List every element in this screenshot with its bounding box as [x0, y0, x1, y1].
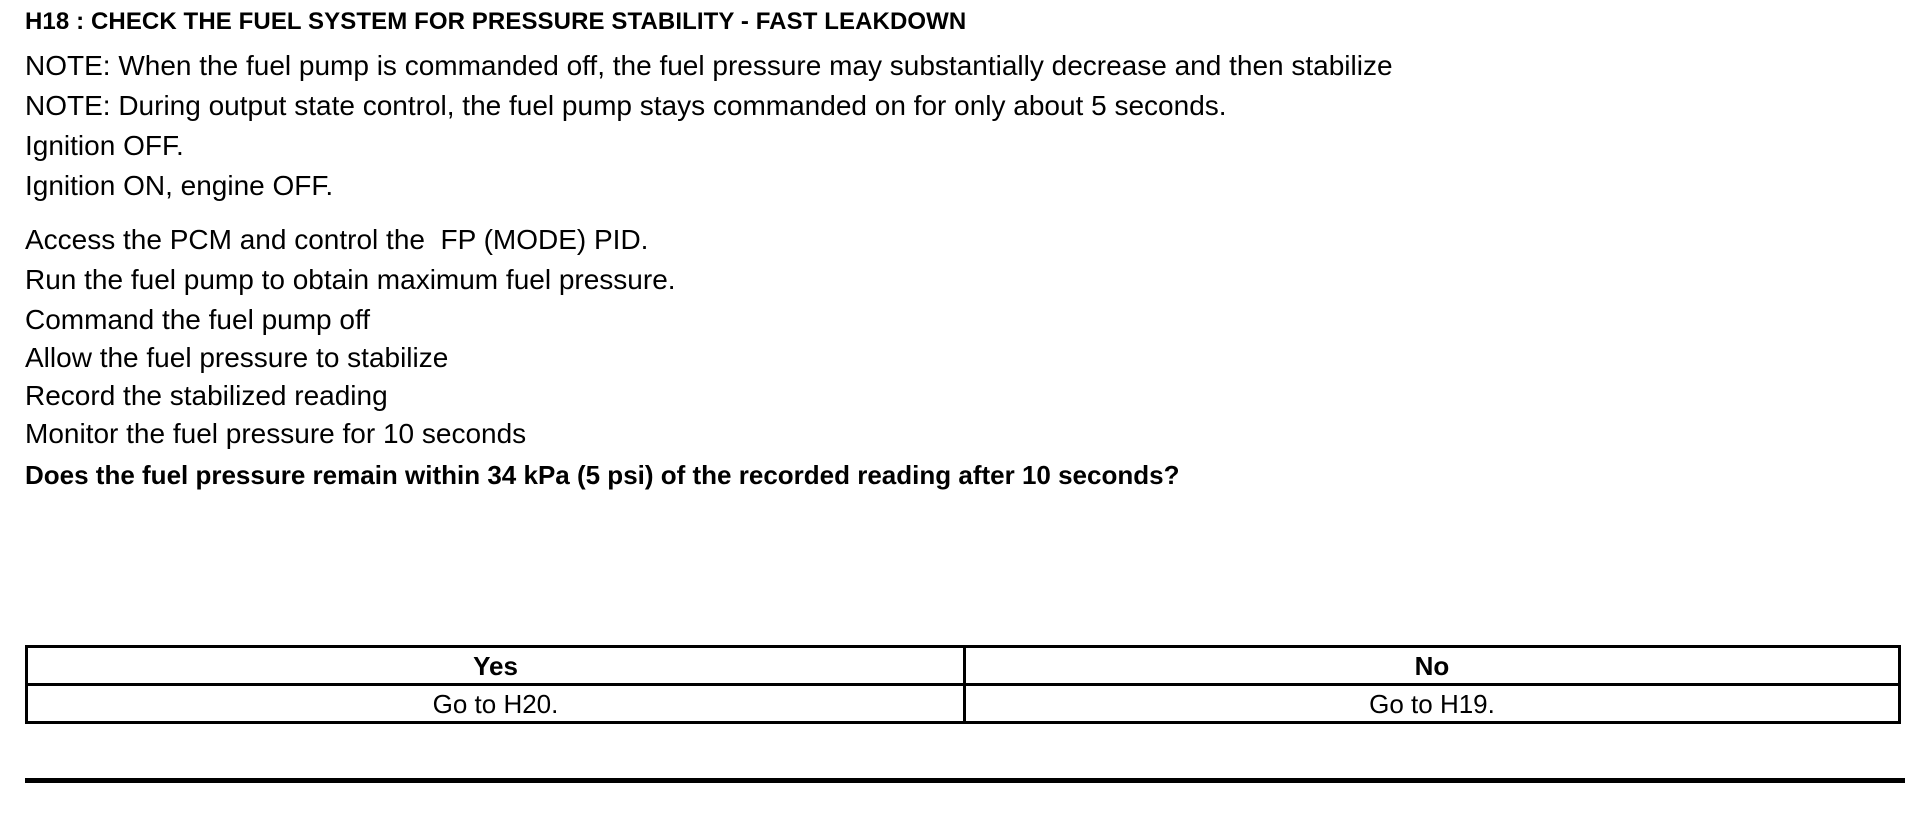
section-divider-rule — [25, 778, 1905, 783]
instruction-line-ignition-on: Ignition ON, engine OFF. — [25, 170, 334, 201]
instruction-line-note-1: NOTE: When the fuel pump is commanded of… — [25, 50, 1393, 81]
instruction-line-access-pcm: Access the PCM and control the FP (MODE)… — [25, 224, 649, 255]
decision-action-yes: Go to H20. — [25, 683, 966, 724]
instruction-line-command-pump-off: Command the fuel pump off — [25, 304, 371, 335]
instruction-line-note-2: NOTE: During output state control, the f… — [25, 90, 1227, 121]
instruction-line-ignition-off: Ignition OFF. — [25, 130, 184, 161]
instruction-line-record-reading: Record the stabilized reading — [25, 380, 388, 411]
instruction-line-allow-stabilize: Allow the fuel pressure to stabilize — [25, 342, 449, 373]
table-row: Yes No — [25, 645, 1901, 686]
decision-action-no: Go to H19. — [963, 683, 1901, 724]
decision-question: Does the fuel pressure remain within 34 … — [25, 460, 1180, 490]
decision-header-no: No — [963, 645, 1901, 686]
instruction-line-monitor-pressure: Monitor the fuel pressure for 10 seconds — [25, 418, 527, 449]
instruction-line-run-pump: Run the fuel pump to obtain maximum fuel… — [25, 264, 676, 295]
step-text-block: H18 : CHECK THE FUEL SYSTEM FOR PRESSURE… — [25, 0, 1905, 490]
decision-header-yes: Yes — [25, 645, 966, 686]
table-row: Go to H20. Go to H19. — [25, 683, 1901, 724]
step-title: H18 : CHECK THE FUEL SYSTEM FOR PRESSURE… — [25, 8, 967, 35]
decision-table: Yes No Go to H20. Go to H19. — [25, 645, 1901, 724]
